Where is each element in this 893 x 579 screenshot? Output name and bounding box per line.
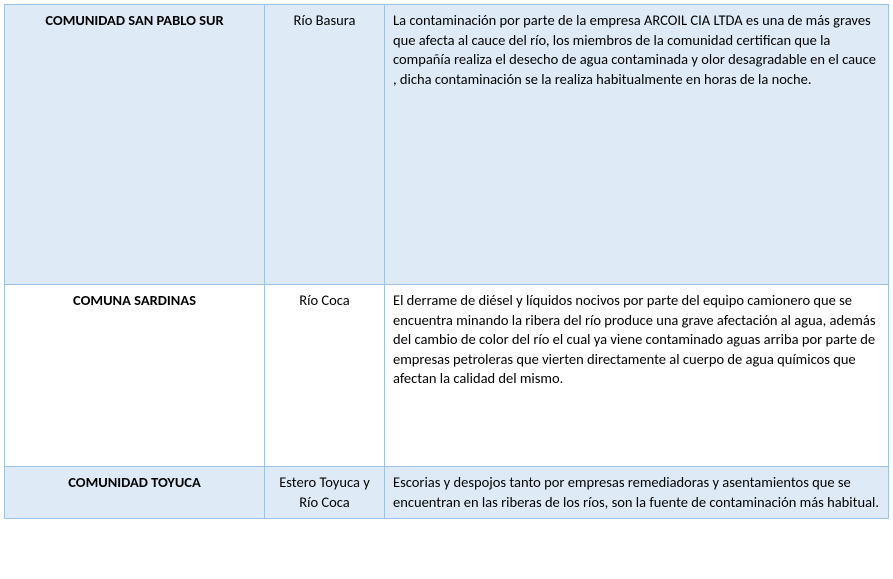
- cell-community: COMUNA SARDINAS: [5, 285, 265, 467]
- cell-description: El derrame de diésel y líquidos nocivos …: [385, 285, 889, 467]
- cell-river: Estero Toyuca y Río Coca: [265, 467, 385, 519]
- cell-community: COMUNIDAD SAN PABLO SUR: [5, 5, 265, 285]
- table-row: COMUNIDAD TOYUCA Estero Toyuca y Río Coc…: [5, 467, 889, 519]
- table-row: COMUNIDAD SAN PABLO SUR Río Basura La co…: [5, 5, 889, 285]
- table-row: COMUNA SARDINAS Río Coca El derrame de d…: [5, 285, 889, 467]
- contamination-table: COMUNIDAD SAN PABLO SUR Río Basura La co…: [4, 4, 889, 519]
- cell-description: La contaminación por parte de la empresa…: [385, 5, 889, 285]
- cell-description: Escorias y despojos tanto por empresas r…: [385, 467, 889, 519]
- cell-community: COMUNIDAD TOYUCA: [5, 467, 265, 519]
- cell-river: Río Basura: [265, 5, 385, 285]
- cell-river: Río Coca: [265, 285, 385, 467]
